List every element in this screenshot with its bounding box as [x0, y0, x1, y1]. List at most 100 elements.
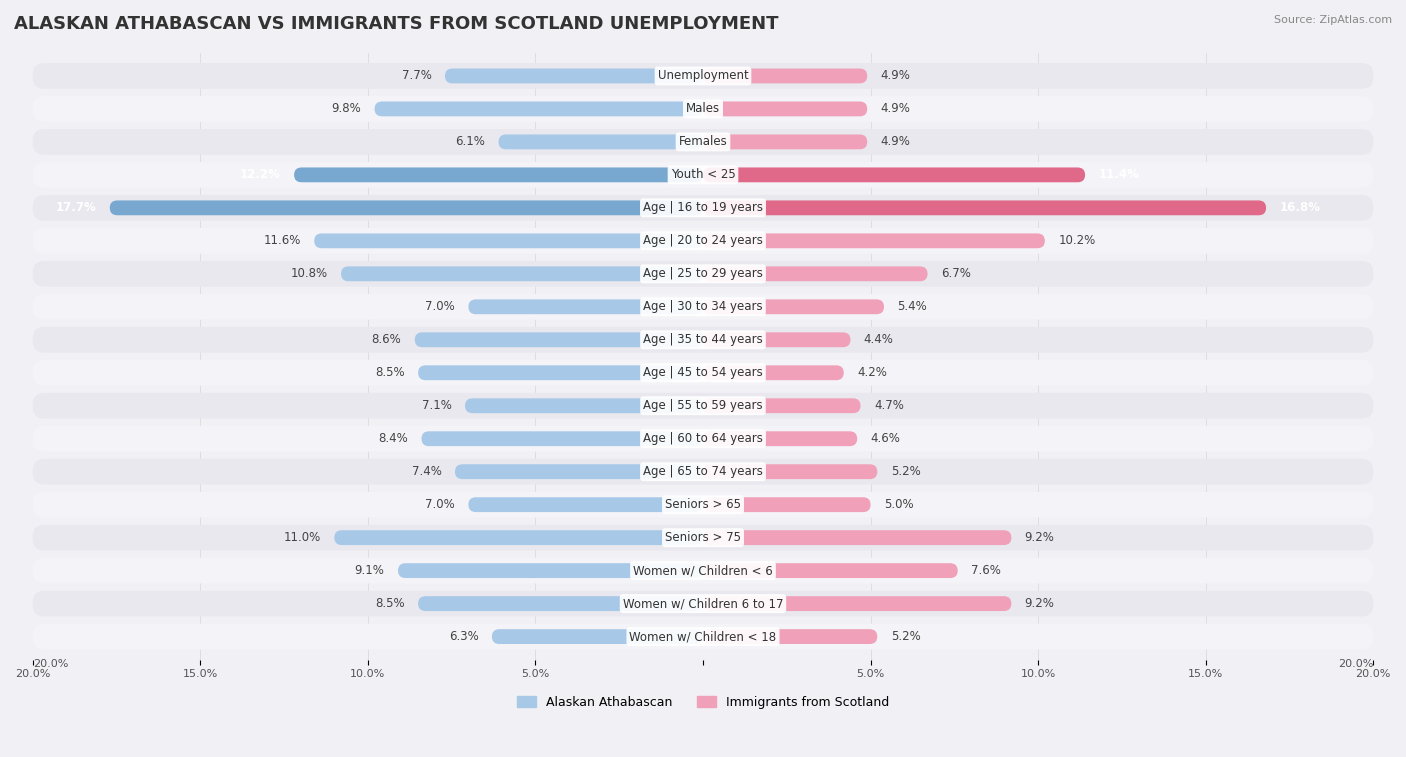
FancyBboxPatch shape	[703, 266, 928, 282]
Text: 6.1%: 6.1%	[456, 136, 485, 148]
Text: 5.2%: 5.2%	[890, 630, 921, 643]
FancyBboxPatch shape	[468, 497, 703, 512]
FancyBboxPatch shape	[703, 101, 868, 117]
Text: 7.0%: 7.0%	[425, 498, 456, 511]
Text: Age | 35 to 44 years: Age | 35 to 44 years	[643, 333, 763, 346]
FancyBboxPatch shape	[465, 398, 703, 413]
FancyBboxPatch shape	[314, 233, 703, 248]
FancyBboxPatch shape	[32, 393, 1374, 419]
FancyBboxPatch shape	[422, 431, 703, 446]
FancyBboxPatch shape	[32, 590, 1374, 616]
FancyBboxPatch shape	[342, 266, 703, 282]
Text: Age | 60 to 64 years: Age | 60 to 64 years	[643, 432, 763, 445]
FancyBboxPatch shape	[703, 299, 884, 314]
Text: Males: Males	[686, 102, 720, 115]
Text: 8.5%: 8.5%	[375, 597, 405, 610]
Text: 6.7%: 6.7%	[941, 267, 970, 280]
Text: 20.0%: 20.0%	[32, 659, 67, 669]
FancyBboxPatch shape	[703, 135, 868, 149]
FancyBboxPatch shape	[32, 96, 1374, 122]
Text: 10.8%: 10.8%	[291, 267, 328, 280]
Text: 20.0%: 20.0%	[1339, 659, 1374, 669]
Text: Women w/ Children < 6: Women w/ Children < 6	[633, 564, 773, 577]
Text: 8.6%: 8.6%	[371, 333, 401, 346]
FancyBboxPatch shape	[374, 101, 703, 117]
FancyBboxPatch shape	[703, 201, 1265, 215]
FancyBboxPatch shape	[703, 597, 1011, 611]
Text: 5.4%: 5.4%	[897, 301, 927, 313]
FancyBboxPatch shape	[703, 530, 1011, 545]
Text: 17.7%: 17.7%	[56, 201, 97, 214]
FancyBboxPatch shape	[398, 563, 703, 578]
FancyBboxPatch shape	[32, 624, 1374, 650]
FancyBboxPatch shape	[418, 366, 703, 380]
FancyBboxPatch shape	[32, 492, 1374, 518]
Text: 16.8%: 16.8%	[1279, 201, 1320, 214]
Text: Age | 25 to 29 years: Age | 25 to 29 years	[643, 267, 763, 280]
FancyBboxPatch shape	[703, 563, 957, 578]
FancyBboxPatch shape	[703, 366, 844, 380]
Text: 11.4%: 11.4%	[1098, 168, 1139, 182]
FancyBboxPatch shape	[110, 201, 703, 215]
Text: 9.1%: 9.1%	[354, 564, 385, 577]
Text: 8.4%: 8.4%	[378, 432, 408, 445]
Text: Seniors > 65: Seniors > 65	[665, 498, 741, 511]
Text: 4.9%: 4.9%	[880, 70, 911, 83]
FancyBboxPatch shape	[32, 129, 1374, 154]
Text: Women w/ Children < 18: Women w/ Children < 18	[630, 630, 776, 643]
Text: 5.0%: 5.0%	[884, 498, 914, 511]
Text: 7.4%: 7.4%	[412, 466, 441, 478]
FancyBboxPatch shape	[703, 629, 877, 644]
FancyBboxPatch shape	[415, 332, 703, 347]
Text: 4.9%: 4.9%	[880, 136, 911, 148]
FancyBboxPatch shape	[492, 629, 703, 644]
Text: 4.7%: 4.7%	[875, 399, 904, 413]
Text: Age | 45 to 54 years: Age | 45 to 54 years	[643, 366, 763, 379]
FancyBboxPatch shape	[32, 63, 1374, 89]
FancyBboxPatch shape	[418, 597, 703, 611]
FancyBboxPatch shape	[32, 162, 1374, 188]
Text: 9.2%: 9.2%	[1025, 597, 1054, 610]
FancyBboxPatch shape	[703, 167, 1085, 182]
FancyBboxPatch shape	[468, 299, 703, 314]
FancyBboxPatch shape	[32, 327, 1374, 353]
FancyBboxPatch shape	[444, 69, 703, 83]
Legend: Alaskan Athabascan, Immigrants from Scotland: Alaskan Athabascan, Immigrants from Scot…	[512, 691, 894, 714]
Text: Youth < 25: Youth < 25	[671, 168, 735, 182]
FancyBboxPatch shape	[703, 332, 851, 347]
FancyBboxPatch shape	[703, 431, 858, 446]
FancyBboxPatch shape	[32, 459, 1374, 484]
Text: 7.6%: 7.6%	[972, 564, 1001, 577]
Text: 11.0%: 11.0%	[284, 531, 321, 544]
FancyBboxPatch shape	[32, 261, 1374, 287]
Text: 8.5%: 8.5%	[375, 366, 405, 379]
FancyBboxPatch shape	[456, 464, 703, 479]
Text: 5.2%: 5.2%	[890, 466, 921, 478]
FancyBboxPatch shape	[32, 195, 1374, 221]
FancyBboxPatch shape	[703, 398, 860, 413]
Text: Unemployment: Unemployment	[658, 70, 748, 83]
Text: Age | 16 to 19 years: Age | 16 to 19 years	[643, 201, 763, 214]
FancyBboxPatch shape	[32, 525, 1374, 550]
FancyBboxPatch shape	[294, 167, 703, 182]
Text: ALASKAN ATHABASCAN VS IMMIGRANTS FROM SCOTLAND UNEMPLOYMENT: ALASKAN ATHABASCAN VS IMMIGRANTS FROM SC…	[14, 15, 779, 33]
Text: 4.2%: 4.2%	[858, 366, 887, 379]
Text: Age | 30 to 34 years: Age | 30 to 34 years	[643, 301, 763, 313]
Text: 9.8%: 9.8%	[332, 102, 361, 115]
Text: 7.0%: 7.0%	[425, 301, 456, 313]
Text: Age | 65 to 74 years: Age | 65 to 74 years	[643, 466, 763, 478]
Text: 11.6%: 11.6%	[263, 235, 301, 248]
Text: 4.4%: 4.4%	[863, 333, 894, 346]
Text: Source: ZipAtlas.com: Source: ZipAtlas.com	[1274, 15, 1392, 25]
FancyBboxPatch shape	[32, 294, 1374, 319]
FancyBboxPatch shape	[335, 530, 703, 545]
FancyBboxPatch shape	[703, 497, 870, 512]
FancyBboxPatch shape	[499, 135, 703, 149]
Text: Age | 20 to 24 years: Age | 20 to 24 years	[643, 235, 763, 248]
FancyBboxPatch shape	[32, 426, 1374, 452]
Text: 12.2%: 12.2%	[240, 168, 281, 182]
FancyBboxPatch shape	[32, 228, 1374, 254]
Text: Seniors > 75: Seniors > 75	[665, 531, 741, 544]
FancyBboxPatch shape	[32, 360, 1374, 385]
Text: 4.6%: 4.6%	[870, 432, 900, 445]
